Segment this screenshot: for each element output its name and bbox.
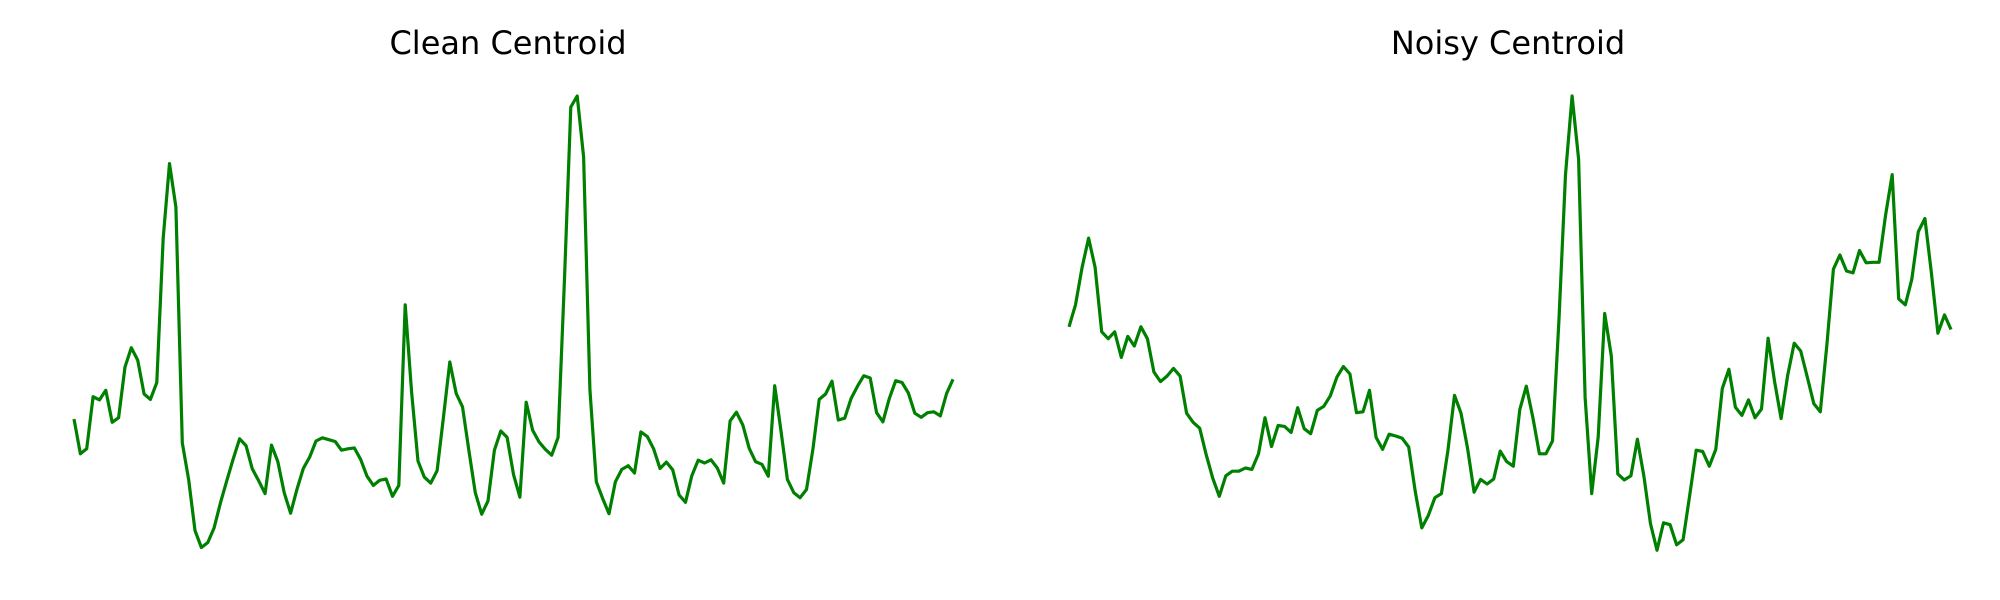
- chart-title: Noisy Centroid: [1390, 24, 1626, 62]
- chart-panel-noisy: Noisy Centroid: [1000, 0, 2000, 600]
- chart-panel-clean: Clean Centroid: [72, 24, 955, 550]
- line-plot-noisy: [1067, 94, 1953, 552]
- line-plot-clean: [72, 94, 955, 550]
- series-line: [1067, 94, 1953, 552]
- series-line: [72, 94, 955, 550]
- chart-title: Clean Centroid: [389, 24, 627, 62]
